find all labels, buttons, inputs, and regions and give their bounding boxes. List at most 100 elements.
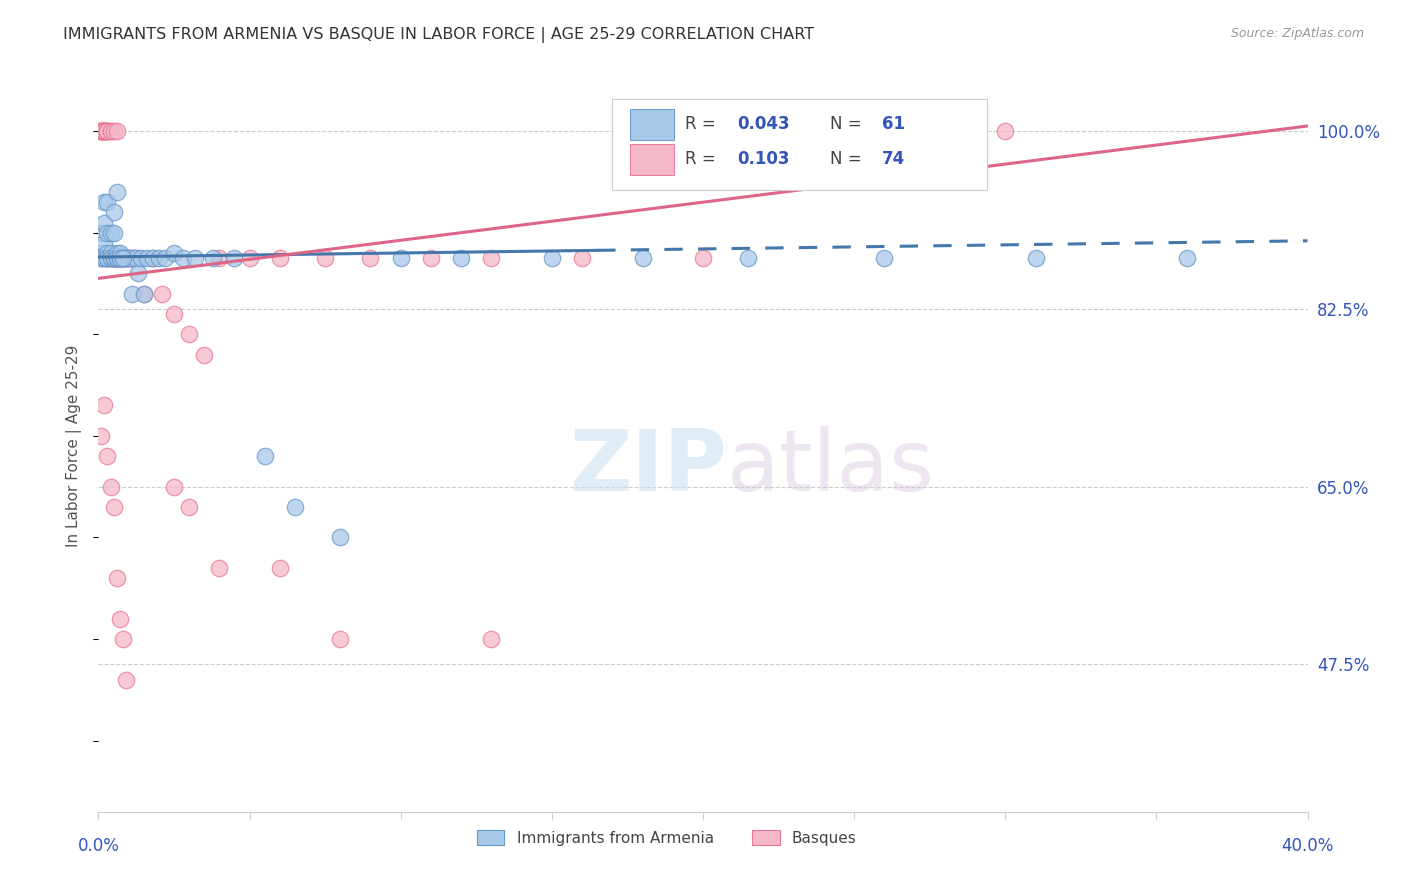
Point xyxy=(93,124,115,138)
Text: 74: 74 xyxy=(882,150,905,169)
Point xyxy=(108,251,131,265)
Point xyxy=(118,251,141,265)
Point xyxy=(184,251,207,265)
Point xyxy=(114,251,136,265)
Point xyxy=(127,251,149,265)
Point xyxy=(90,246,112,260)
Point xyxy=(111,251,134,265)
Point xyxy=(111,251,134,265)
Text: N =: N = xyxy=(830,115,868,133)
Point xyxy=(93,124,115,138)
Point xyxy=(90,124,112,138)
Point xyxy=(132,286,155,301)
Point xyxy=(103,205,125,219)
Point xyxy=(96,251,118,265)
Point xyxy=(873,251,896,265)
Point xyxy=(100,124,122,138)
Point xyxy=(1175,251,1198,265)
Point xyxy=(124,251,146,265)
Point xyxy=(103,251,125,265)
Point xyxy=(114,251,136,265)
Point xyxy=(100,246,122,260)
Point xyxy=(360,251,382,265)
Point xyxy=(108,612,131,626)
Point xyxy=(105,251,128,265)
Point xyxy=(224,251,246,265)
Text: ZIP: ZIP xyxy=(569,426,727,509)
Point xyxy=(269,561,291,575)
Point xyxy=(90,429,112,443)
Text: N =: N = xyxy=(830,150,868,169)
Point xyxy=(121,286,143,301)
Point xyxy=(481,251,503,265)
Point xyxy=(103,251,125,265)
Point xyxy=(105,246,128,260)
Point xyxy=(90,124,112,138)
Point xyxy=(118,251,141,265)
Point xyxy=(103,226,125,240)
Point xyxy=(96,251,118,265)
Point xyxy=(111,251,134,265)
Point xyxy=(100,124,122,138)
Point xyxy=(163,480,186,494)
Point xyxy=(389,251,412,265)
Point xyxy=(96,449,118,463)
Point xyxy=(114,673,136,687)
Point xyxy=(450,251,472,265)
Point xyxy=(148,251,170,265)
Point xyxy=(631,251,654,265)
Point xyxy=(93,124,115,138)
Point xyxy=(103,500,125,514)
Point xyxy=(90,124,112,138)
Point xyxy=(93,251,115,265)
Point xyxy=(163,246,186,260)
Point xyxy=(108,251,131,265)
Point xyxy=(121,251,143,265)
Text: 0.103: 0.103 xyxy=(737,150,789,169)
Point xyxy=(96,124,118,138)
Point xyxy=(253,449,276,463)
Point xyxy=(100,251,122,265)
Point xyxy=(105,571,128,585)
Point xyxy=(314,251,336,265)
Point xyxy=(96,226,118,240)
Point xyxy=(111,251,134,265)
Text: R =: R = xyxy=(685,150,721,169)
Point xyxy=(132,286,155,301)
Point xyxy=(105,251,128,265)
Point xyxy=(108,251,131,265)
Point xyxy=(103,251,125,265)
Point xyxy=(105,124,128,138)
Point xyxy=(150,286,173,301)
Point xyxy=(93,124,115,138)
Point xyxy=(103,251,125,265)
Point xyxy=(93,251,115,265)
FancyBboxPatch shape xyxy=(630,109,673,139)
Point xyxy=(90,226,112,240)
Text: atlas: atlas xyxy=(727,426,935,509)
Point xyxy=(96,251,118,265)
Point xyxy=(114,251,136,265)
Point xyxy=(100,251,122,265)
Point xyxy=(93,124,115,138)
Point xyxy=(108,251,131,265)
Point xyxy=(100,480,122,494)
Point xyxy=(129,251,152,265)
Point xyxy=(208,561,231,575)
Point xyxy=(100,251,122,265)
Point xyxy=(93,195,115,210)
Point xyxy=(96,124,118,138)
Point xyxy=(105,251,128,265)
Point xyxy=(692,251,714,265)
Point xyxy=(93,215,115,229)
Text: 61: 61 xyxy=(882,115,905,133)
Y-axis label: In Labor Force | Age 25-29: In Labor Force | Age 25-29 xyxy=(66,345,83,547)
Point xyxy=(96,124,118,138)
Point xyxy=(108,251,131,265)
Point xyxy=(202,251,225,265)
Point xyxy=(571,251,593,265)
Point xyxy=(103,251,125,265)
Point xyxy=(105,251,128,265)
Point xyxy=(179,327,201,342)
Point xyxy=(96,246,118,260)
